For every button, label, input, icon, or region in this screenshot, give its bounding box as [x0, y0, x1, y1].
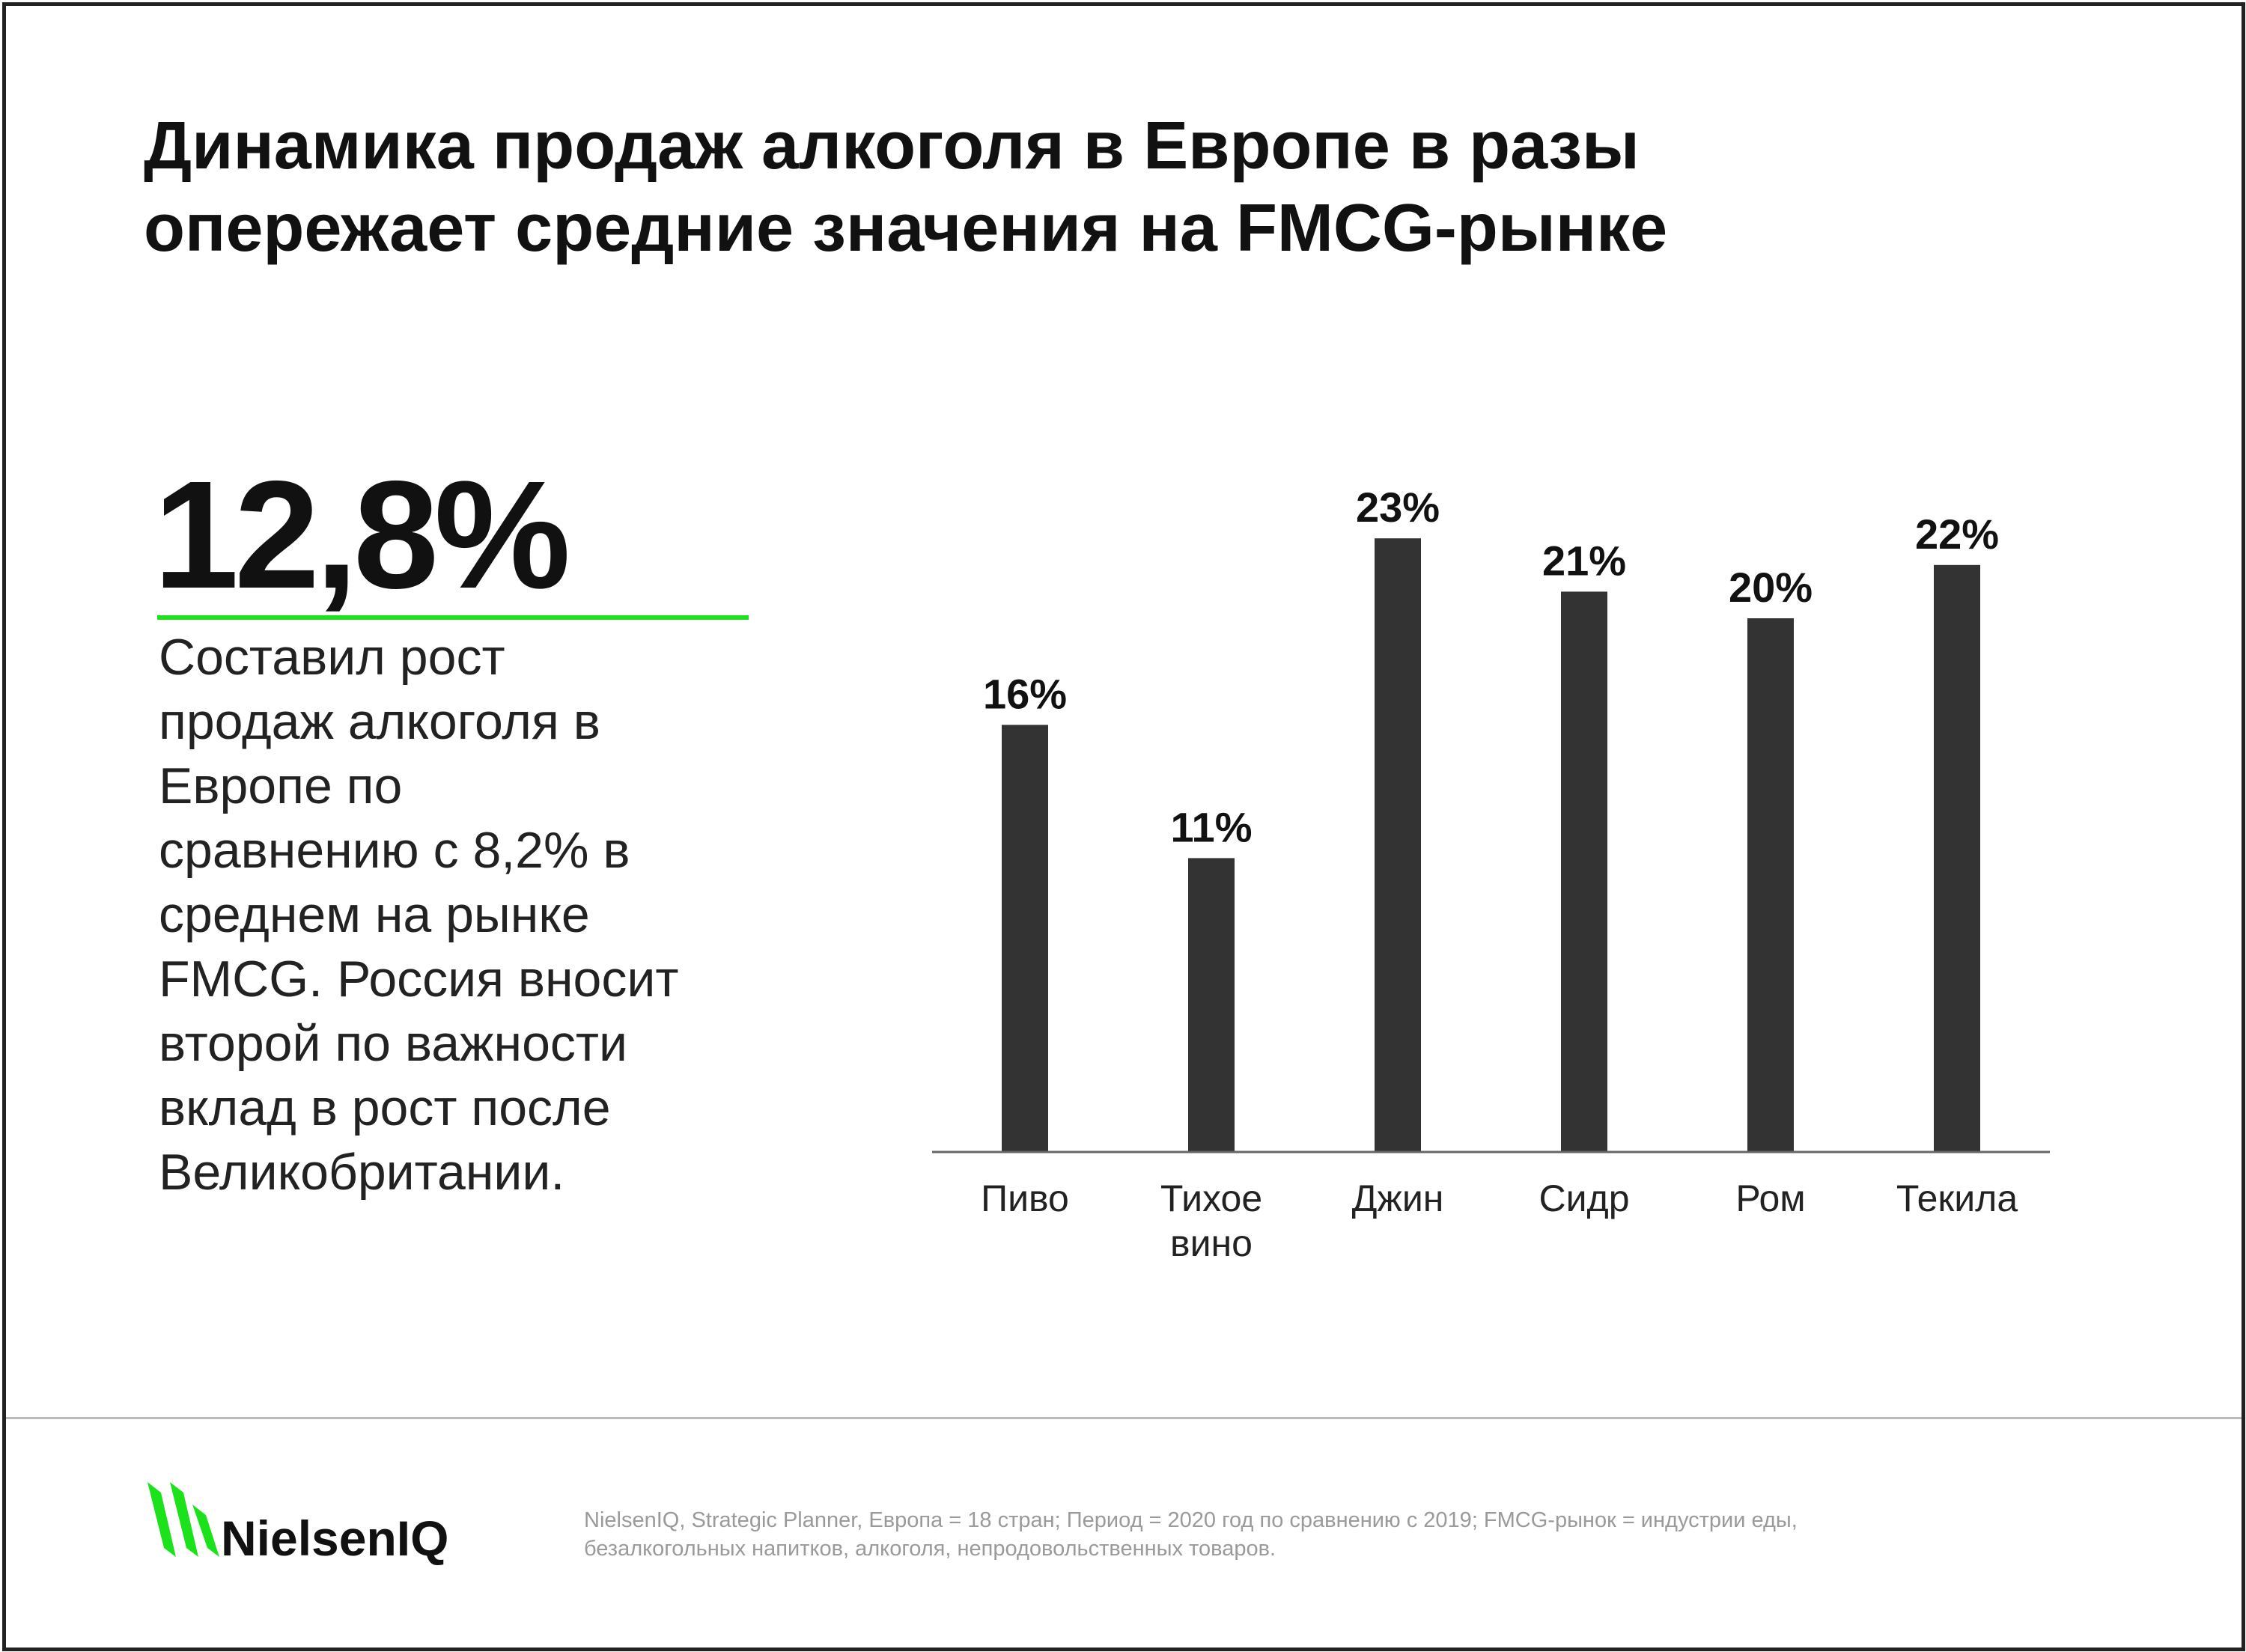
svg-text:NielsenIQ: NielsenIQ: [221, 1511, 448, 1566]
title-line: опережает средние значения на FMCG-рынке: [144, 191, 1668, 266]
description-line: второй по важности: [159, 1015, 628, 1072]
data-label: 22%: [1915, 510, 1999, 558]
logo-mark-icon: NielsenIQ: [147, 1482, 448, 1566]
accent-underline: [157, 615, 749, 620]
data-label: 11%: [1171, 803, 1253, 850]
bar: [1188, 858, 1235, 1151]
bar: [1934, 564, 1980, 1151]
headline-stat: 12,8%: [153, 449, 570, 621]
data-label: 20%: [1729, 564, 1813, 611]
description-line: продаж алкоголя в: [159, 693, 600, 750]
description-line: Великобритании.: [159, 1144, 565, 1201]
description-line: FMCG. Россия вносит: [159, 951, 679, 1008]
data-label: 16%: [983, 670, 1067, 717]
description-line: Составил рост: [159, 629, 505, 686]
slide-title: Динамика продаж алкоголя в Европе в разы…: [144, 105, 1667, 269]
source-note: NielsenIQ, Strategic Planner, Европа = 1…: [584, 1506, 1798, 1563]
category-label: Текила: [1896, 1177, 2018, 1219]
description-line: сравнению с 8,2% в: [159, 822, 630, 879]
category-label: Джин: [1352, 1177, 1444, 1219]
data-label: 23%: [1356, 484, 1440, 531]
category-label: Тихое: [1160, 1177, 1262, 1219]
data-label: 21%: [1542, 537, 1626, 584]
category-label: Сидр: [1539, 1177, 1629, 1219]
category-label: Ром: [1735, 1177, 1805, 1219]
description-line: вклад в рост после: [159, 1079, 611, 1136]
category-label: вино: [1170, 1222, 1253, 1264]
title-line: Динамика продаж алкоголя в Европе в разы: [144, 109, 1640, 183]
source-line: безалкогольных напитков, алкоголя, непро…: [584, 1537, 1276, 1561]
category-label: Пиво: [981, 1177, 1069, 1219]
description-line: Европе по: [159, 758, 403, 814]
stat-description: Составил рост продаж алкоголя в Европе по с…: [159, 625, 678, 1204]
description-line: среднем на рынке: [159, 886, 590, 943]
bar: [1375, 538, 1421, 1151]
bar: [1002, 725, 1048, 1151]
bar: [1561, 591, 1607, 1151]
bar: [1747, 618, 1794, 1151]
footer-divider: [6, 1417, 2242, 1419]
nielseniq-logo: NielsenIQ: [147, 1482, 507, 1570]
source-line: NielsenIQ, Strategic Planner, Европа = 1…: [584, 1508, 1798, 1532]
